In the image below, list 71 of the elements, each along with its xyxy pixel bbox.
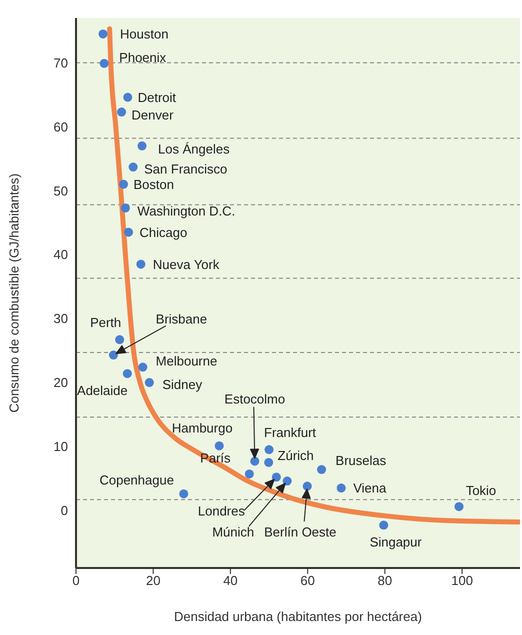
annotation: Perth (90, 315, 122, 330)
y-tick-label: 60 (54, 119, 68, 134)
point (128, 162, 138, 172)
x-tick-label: 20 (146, 573, 160, 588)
annotation: Adelaide (77, 383, 128, 398)
point (302, 482, 312, 491)
annotation: Houston (120, 26, 168, 42)
point (98, 29, 108, 38)
point (136, 260, 146, 269)
point (244, 469, 254, 478)
point (138, 141, 147, 150)
point (118, 180, 128, 189)
y-tick-label: 20 (54, 375, 68, 390)
point (264, 445, 274, 454)
annotation: Viena (353, 480, 388, 496)
y-tick-label: 30 (54, 311, 68, 326)
point (144, 378, 154, 388)
y-axis-title: Consumo de combustible (GJ/habitantes) (6, 173, 22, 413)
annotation: Singapur (370, 534, 422, 550)
point (250, 456, 260, 466)
annotation: Denver (132, 108, 174, 123)
annotation: Berlín Oeste (264, 524, 336, 540)
point (124, 228, 134, 237)
annotation: Nueva York (152, 256, 220, 272)
y-tick-label: 10 (54, 439, 68, 454)
point (122, 369, 132, 378)
annotation: Detroit (138, 90, 176, 105)
x-tick-label: 100 (451, 573, 473, 588)
annotation: Chicago (140, 224, 188, 240)
annotation: Los Ángeles (158, 141, 230, 156)
point (336, 484, 346, 493)
annotation: Hamburgo (172, 420, 233, 436)
point (214, 441, 224, 450)
point (264, 458, 274, 467)
annotation: Washington D.C. (137, 203, 236, 218)
annotation: Zúrich (278, 448, 314, 464)
x-tick-label: 40 (223, 573, 238, 588)
y-tick-label: 50 (54, 183, 68, 198)
x-tick-label: 0 (72, 573, 80, 588)
point (108, 350, 118, 360)
annotation: Brisbane (156, 312, 208, 327)
x-tick-label: 80 (378, 573, 392, 588)
y-tick-label: 0 (60, 503, 68, 518)
x-tick-label: 60 (300, 573, 315, 588)
annotation: Múnich (212, 524, 254, 540)
annotation: Frankfurt (264, 425, 316, 440)
point (317, 465, 326, 474)
annotation: Bruselas (336, 453, 387, 468)
point (272, 472, 281, 482)
annotation: Phoenix (119, 50, 167, 65)
point (115, 335, 124, 344)
x-axis-title: Densidad urbana (habitantes por hectárea) (174, 609, 422, 624)
point (282, 476, 292, 486)
y-tick-label: 70 (54, 55, 68, 70)
point (100, 58, 109, 68)
annotation: Melbourne (156, 354, 218, 369)
point (117, 108, 126, 117)
point (179, 489, 188, 498)
annotation: Tokio (466, 483, 496, 498)
point (120, 203, 130, 212)
annotation: Boston (133, 176, 174, 192)
point (123, 92, 132, 102)
y-tick-label: 40 (54, 247, 68, 262)
annotation: Copenhague (99, 472, 174, 488)
point (454, 502, 464, 512)
annotation: Londres (198, 504, 246, 519)
point (379, 520, 388, 530)
annotation: Sidney (162, 377, 203, 392)
annotation: San Francisco (144, 162, 228, 177)
annotation: Estocolmo (224, 392, 286, 407)
point (138, 362, 148, 372)
